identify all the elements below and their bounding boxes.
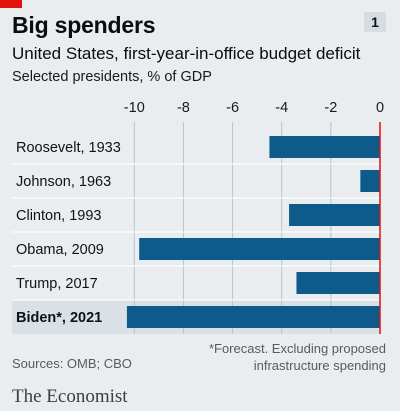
chart-units: Selected presidents, % of GDP (12, 69, 212, 85)
category-label: Roosevelt, 1933 (16, 140, 121, 156)
bar-chart: -10 -8 -6 -4 -2 0 Roosevelt, 1933 Johnson, 1963… (12, 100, 384, 334)
category-label: Biden*, 2021 (16, 310, 102, 326)
brand-red-tab (0, 0, 22, 8)
economist-brand: The Economist (12, 386, 128, 407)
category-label: Obama, 2009 (16, 242, 104, 258)
category-label: Clinton, 1993 (16, 208, 101, 224)
x-tick-label: -6 (226, 100, 239, 116)
category-label: Trump, 2017 (16, 276, 98, 292)
x-tick-label: -8 (177, 100, 190, 116)
x-tick-label: -4 (275, 100, 288, 116)
footnote-line-1: *Forecast. Excluding proposed (208, 341, 386, 356)
x-tick-label: -2 (324, 100, 337, 116)
bar (360, 170, 380, 192)
bar (289, 204, 380, 226)
chart-number-badge: 1 (364, 12, 386, 32)
bar (296, 272, 380, 294)
bar (126, 306, 381, 328)
forecast-footnote: *Forecast. Excluding proposed infrastruc… (156, 340, 386, 374)
chart-subtitle: United States, first-year-in-office budg… (12, 44, 361, 63)
x-tick-label: 0 (376, 100, 384, 116)
category-label: Johnson, 1963 (16, 174, 111, 190)
bar (269, 136, 380, 158)
x-tick-label: -10 (124, 100, 145, 116)
bar (139, 238, 380, 260)
sources-note: Sources: OMB; CBO (12, 356, 132, 371)
footnote-line-2: infrastructure spending (253, 358, 386, 373)
chart-title: Big spenders (12, 12, 156, 38)
